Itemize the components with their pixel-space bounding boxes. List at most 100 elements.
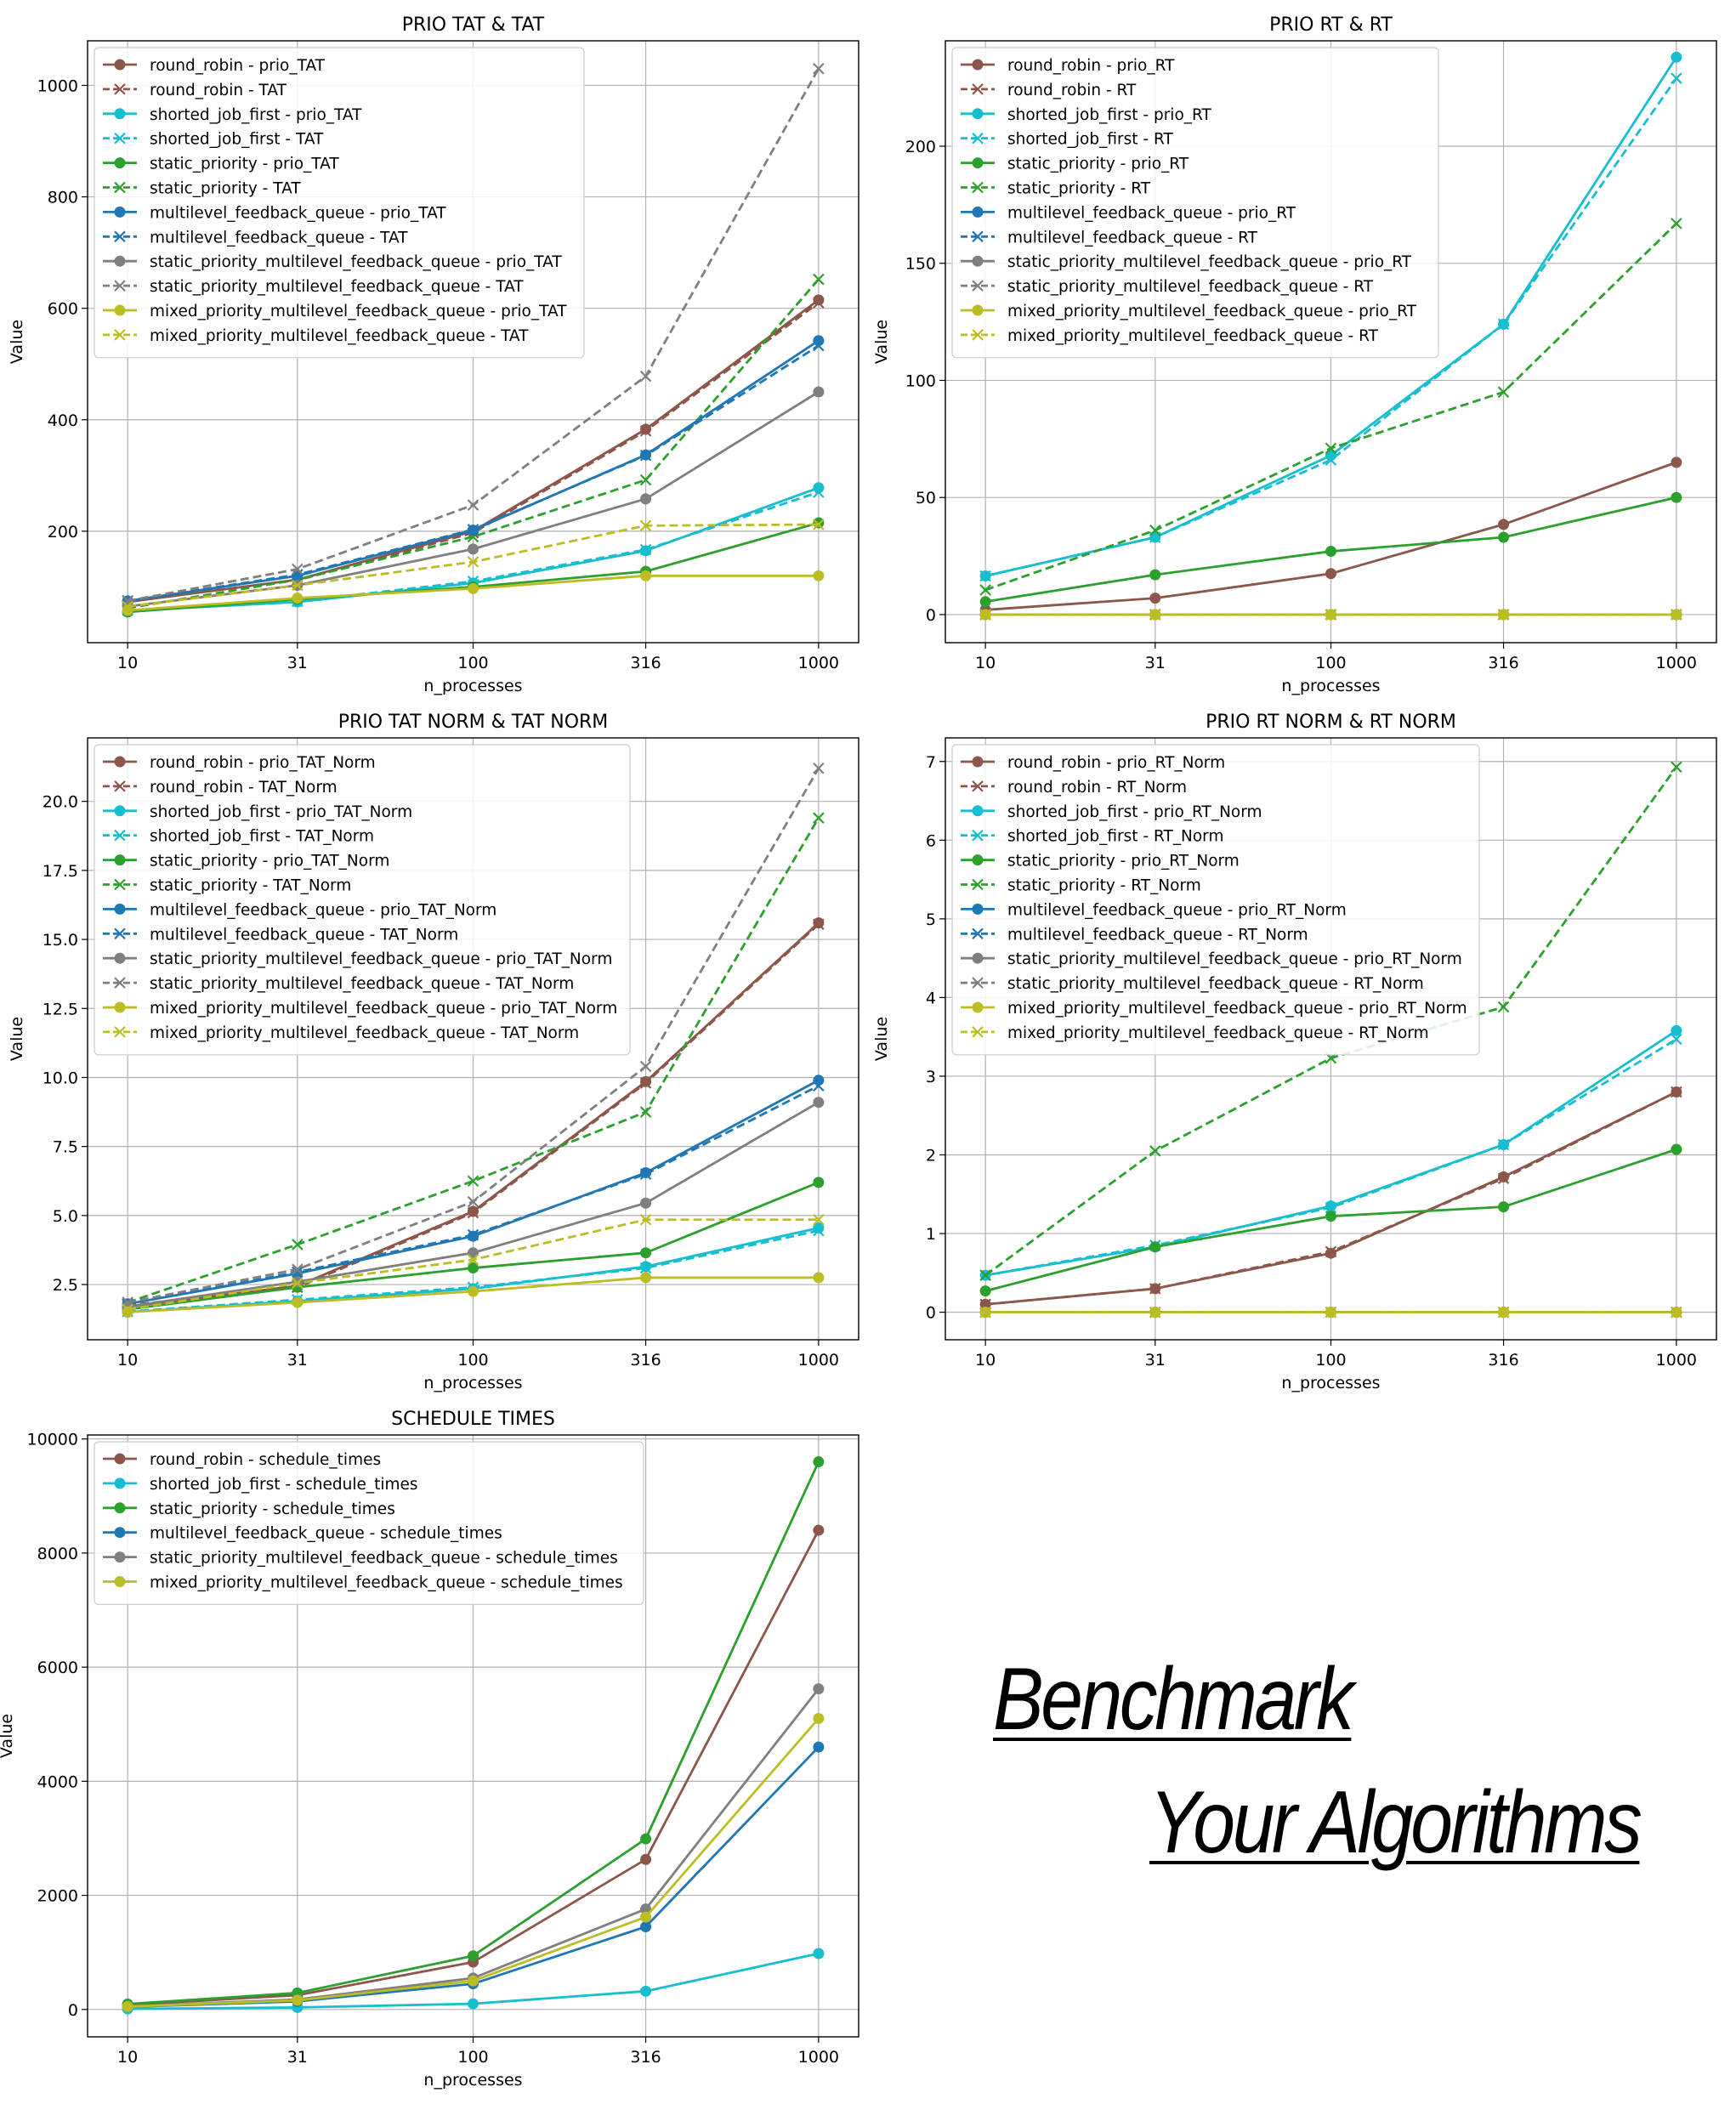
legend: round_robin - schedule_times shorted_job_…: [94, 1441, 644, 1605]
legend-marker: [972, 977, 984, 989]
plot-frame: [945, 40, 1717, 644]
legend-marker: [972, 181, 984, 194]
data-point: [639, 543, 652, 556]
legend-label: round_robin - RT_Norm: [1007, 779, 1187, 797]
y-tick-label: 0: [68, 2001, 78, 2020]
legend-marker: [114, 854, 126, 866]
series-static-priority-prio-rt: [979, 491, 1682, 608]
data-point: [467, 1206, 479, 1219]
data-point: [813, 1713, 825, 1725]
legend-label: multilevel_feedback_queue - prio_TAT: [150, 204, 446, 222]
legend-label: shorted_job_first - prio_TAT: [150, 106, 362, 124]
data-point: [1498, 1201, 1510, 1213]
legend-marker: [972, 132, 984, 145]
series-mixed-priority-multilevel-feedback-queue-rt-norm: [979, 1306, 1682, 1319]
legend-entry: shorted_job_first - prio_TAT: [103, 106, 362, 124]
data-point: [1497, 318, 1510, 331]
y-tick-label: 2.5: [53, 1276, 78, 1295]
legend-label: static_priority - prio_RT_Norm: [1007, 853, 1240, 871]
data-point: [1497, 1306, 1510, 1319]
data-point: [813, 62, 825, 75]
legend-box: [94, 744, 631, 1056]
data-point: [813, 1224, 825, 1237]
legend-label: shorted_job_first - schedule_times: [150, 1476, 418, 1494]
data-point: [813, 294, 825, 306]
x-tick-label: 10: [975, 1351, 996, 1370]
legend-label: mixed_priority_multilevel_feedback_queue…: [1007, 303, 1417, 320]
x-tick-label: 1000: [1656, 654, 1697, 672]
series-static-priority-prio-rt-norm: [979, 1143, 1682, 1297]
data-point: [813, 1456, 825, 1468]
x-tick-label: 31: [287, 654, 308, 672]
series-mixed-priority-multilevel-feedback-queue-schedule-times: [122, 1713, 825, 2012]
data-point: [468, 1285, 479, 1297]
data-point: [1498, 519, 1510, 530]
y-tick-label: 6: [926, 831, 936, 850]
legend-entry: mixed_priority_multilevel_feedback_queue…: [961, 1024, 1429, 1042]
legend-marker: [114, 83, 126, 95]
data-point: [639, 1168, 652, 1180]
y-tick-label: 0: [926, 1304, 936, 1323]
data-point: [468, 582, 479, 594]
legend-label: mixed_priority_multilevel_feedback_queue…: [150, 1574, 623, 1592]
data-point: [639, 1106, 652, 1118]
data-point: [813, 1075, 825, 1086]
legend-marker: [114, 780, 126, 792]
data-point: [122, 604, 133, 616]
legend-label: mixed_priority_multilevel_feedback_queue…: [1007, 1000, 1467, 1018]
data-point: [467, 1195, 479, 1208]
data-point: [813, 486, 825, 498]
x-axis-label: n_processes: [423, 677, 522, 695]
legend-marker: [972, 230, 984, 243]
legend-marker: [972, 903, 984, 915]
data-point: [813, 570, 825, 581]
legend-marker: [972, 805, 984, 817]
legend-marker: [114, 1551, 126, 1563]
data-point: [292, 593, 304, 604]
legend-marker: [972, 304, 984, 316]
data-point: [813, 1097, 825, 1109]
legend-entry: round_robin - TAT_Norm: [103, 779, 338, 797]
tagline-benchmark: Benchmark: [993, 1650, 1354, 1749]
data-point: [1325, 609, 1337, 621]
legend-entry: multilevel_feedback_queue - schedule_tim…: [103, 1525, 502, 1543]
y-tick-label: 7.5: [53, 1138, 78, 1157]
x-tick-label: 100: [457, 1351, 488, 1370]
series-mixed-priority-multilevel-feedback-queue-tat: [122, 519, 825, 613]
legend-entry: multilevel_feedback_queue - prio_RT_Norm: [961, 901, 1347, 919]
legend-label: mixed_priority_multilevel_feedback_queue…: [150, 303, 567, 320]
legend-entry: shorted_job_first - prio_RT: [961, 106, 1212, 124]
legend-label: shorted_job_first - TAT: [150, 131, 324, 149]
data-point: [467, 499, 479, 511]
data-point: [639, 425, 652, 437]
y-tick-label: 10000: [27, 1431, 78, 1449]
x-tick-label: 100: [1315, 654, 1346, 672]
data-point: [1325, 568, 1336, 580]
series-static-priority-rt-norm: [979, 761, 1682, 1281]
legend: round_robin - prio_TAT_Norm round_robin -…: [94, 744, 631, 1056]
data-point: [1325, 1200, 1336, 1212]
legend-entry: shorted_job_first - TAT: [103, 131, 324, 149]
data-point: [813, 297, 825, 309]
legend-label: static_priority - prio_TAT: [150, 156, 339, 173]
legend-marker: [114, 157, 126, 169]
series-line: [127, 817, 820, 1304]
legend-marker: [114, 756, 126, 768]
y-tick-label: 4: [926, 989, 936, 1007]
legend-entry: mixed_priority_multilevel_feedback_queue…: [103, 1024, 579, 1042]
data-point: [122, 600, 133, 613]
legend-marker: [972, 1001, 984, 1013]
legend-label: static_priority - prio_RT: [1007, 156, 1189, 173]
legend-marker: [114, 181, 126, 194]
data-point: [813, 1272, 825, 1284]
legend-entry: multilevel_feedback_queue - prio_TAT_Nor…: [103, 901, 496, 919]
legend-entry: mixed_priority_multilevel_feedback_queue…: [961, 327, 1379, 345]
x-tick-label: 1000: [798, 1351, 839, 1370]
data-point: [640, 1853, 652, 1865]
data-point: [468, 1975, 479, 1987]
legend-entry: round_robin - RT_Norm: [961, 779, 1187, 797]
data-point: [813, 1524, 825, 1536]
x-tick-label: 31: [287, 2048, 308, 2067]
data-point: [813, 1080, 825, 1092]
legend-label: shorted_job_first - RT: [1007, 131, 1173, 149]
